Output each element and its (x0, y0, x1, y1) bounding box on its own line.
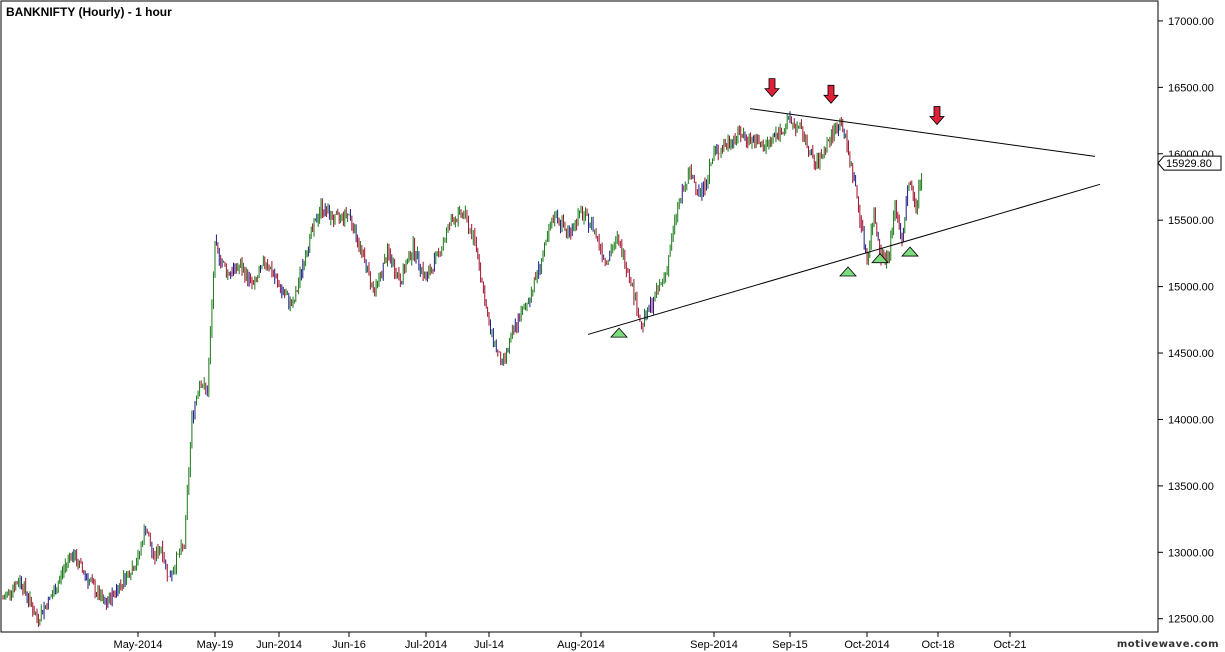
y-tick-label: 17000.00 (1168, 16, 1214, 28)
y-tick-label: 13500.00 (1168, 481, 1214, 493)
y-tick-label: 12500.00 (1168, 614, 1214, 626)
chart-title: BANKNIFTY (Hourly) - 1 hour (6, 5, 172, 19)
brand-watermark: motivewave.com (1116, 639, 1219, 650)
up-triangle-marker (901, 246, 919, 257)
plot-frame (0, 0, 1159, 633)
x-tick-label: Sep-2014 (690, 639, 738, 651)
down-arrow-marker (764, 78, 780, 98)
up-triangle-marker (871, 253, 889, 264)
x-tick-label: Jun-16 (332, 639, 366, 651)
up-triangle-marker (839, 266, 857, 277)
down-arrow-marker (823, 84, 839, 104)
x-tick-label: Oct-18 (921, 639, 954, 651)
last-price-tag (1157, 155, 1222, 171)
y-tick-label: 15000.00 (1168, 282, 1214, 294)
y-tick-label: 16500.00 (1168, 82, 1214, 94)
y-tick-label: 14500.00 (1168, 348, 1214, 360)
trendline-lower (587, 183, 1101, 335)
x-tick-label: Jul-2014 (405, 639, 447, 651)
y-tick-label: 15500.00 (1168, 215, 1214, 227)
trendline-upper (749, 108, 1096, 157)
x-tick-label: Jun-2014 (256, 639, 302, 651)
last-price-label: 15929.80 (1166, 158, 1212, 170)
up-triangle-marker (610, 327, 628, 338)
x-tick-label: Oct-21 (993, 639, 1026, 651)
x-tick-label: Oct-2014 (844, 639, 889, 651)
x-tick-label: Jul-14 (474, 639, 504, 651)
y-tick-label: 14000.00 (1168, 414, 1214, 426)
down-arrow-marker (929, 106, 945, 126)
y-tick-label: 13000.00 (1168, 547, 1214, 559)
x-tick-label: Sep-15 (772, 639, 807, 651)
x-tick-label: May-2014 (114, 639, 163, 651)
x-tick-label: Aug-2014 (557, 639, 605, 651)
x-tick-label: May-19 (197, 639, 234, 651)
